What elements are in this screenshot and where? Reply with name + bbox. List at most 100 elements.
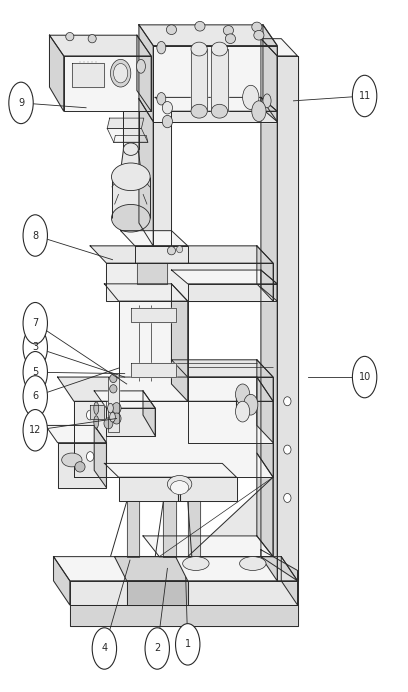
Circle shape — [175, 623, 200, 665]
Polygon shape — [277, 56, 297, 581]
Polygon shape — [72, 63, 104, 87]
Ellipse shape — [75, 462, 85, 472]
Polygon shape — [70, 581, 297, 605]
Polygon shape — [137, 35, 151, 111]
Polygon shape — [261, 39, 277, 581]
Polygon shape — [49, 35, 151, 56]
Ellipse shape — [166, 25, 177, 35]
Polygon shape — [109, 377, 119, 432]
Ellipse shape — [110, 412, 115, 422]
Polygon shape — [171, 270, 277, 284]
Ellipse shape — [211, 104, 228, 118]
Polygon shape — [257, 453, 273, 556]
Polygon shape — [153, 122, 171, 246]
Polygon shape — [49, 35, 64, 111]
Ellipse shape — [113, 64, 128, 83]
Ellipse shape — [183, 556, 209, 570]
Ellipse shape — [110, 385, 117, 393]
Polygon shape — [94, 391, 155, 408]
Polygon shape — [74, 401, 106, 477]
Polygon shape — [261, 98, 277, 122]
Polygon shape — [137, 263, 167, 284]
Polygon shape — [106, 408, 155, 436]
Circle shape — [353, 356, 377, 398]
Ellipse shape — [191, 104, 207, 118]
Polygon shape — [127, 502, 139, 556]
Polygon shape — [261, 270, 277, 301]
Polygon shape — [64, 56, 151, 111]
Polygon shape — [139, 99, 153, 246]
Text: 3: 3 — [32, 343, 38, 352]
Polygon shape — [45, 426, 106, 443]
Circle shape — [353, 75, 377, 117]
Ellipse shape — [167, 475, 192, 493]
Ellipse shape — [284, 445, 291, 454]
Ellipse shape — [157, 93, 166, 105]
Ellipse shape — [284, 493, 291, 502]
Polygon shape — [106, 263, 273, 301]
Text: 2: 2 — [154, 644, 160, 653]
Polygon shape — [131, 308, 175, 322]
Ellipse shape — [239, 556, 266, 570]
Ellipse shape — [110, 374, 117, 383]
Ellipse shape — [112, 413, 121, 424]
Text: 12: 12 — [29, 426, 42, 435]
Polygon shape — [135, 246, 188, 263]
Ellipse shape — [254, 30, 264, 40]
Ellipse shape — [252, 22, 262, 32]
Polygon shape — [104, 464, 237, 477]
Circle shape — [23, 410, 47, 451]
Ellipse shape — [162, 116, 173, 128]
Polygon shape — [281, 556, 297, 605]
Polygon shape — [263, 25, 277, 122]
Circle shape — [145, 628, 169, 669]
Circle shape — [23, 215, 47, 256]
Ellipse shape — [108, 403, 113, 413]
Polygon shape — [261, 39, 297, 56]
Polygon shape — [277, 56, 297, 581]
Polygon shape — [171, 284, 188, 401]
Polygon shape — [257, 360, 273, 443]
Ellipse shape — [244, 394, 258, 415]
Ellipse shape — [112, 403, 121, 414]
Polygon shape — [153, 46, 277, 122]
Ellipse shape — [171, 481, 189, 495]
Polygon shape — [257, 246, 273, 301]
Ellipse shape — [243, 85, 259, 109]
Ellipse shape — [211, 42, 228, 56]
Text: 9: 9 — [18, 98, 24, 108]
Text: 4: 4 — [101, 644, 107, 653]
Ellipse shape — [191, 42, 207, 56]
Ellipse shape — [235, 401, 250, 422]
Ellipse shape — [137, 60, 145, 73]
Polygon shape — [58, 377, 273, 401]
Polygon shape — [115, 556, 188, 581]
Polygon shape — [104, 284, 188, 301]
Polygon shape — [188, 377, 273, 443]
Ellipse shape — [157, 42, 166, 54]
Polygon shape — [94, 426, 106, 488]
Ellipse shape — [88, 35, 96, 43]
Ellipse shape — [177, 246, 183, 253]
Text: 8: 8 — [32, 230, 38, 241]
Polygon shape — [58, 443, 106, 488]
Polygon shape — [191, 49, 207, 111]
Polygon shape — [171, 111, 277, 122]
Polygon shape — [70, 605, 297, 626]
Polygon shape — [53, 556, 70, 605]
Polygon shape — [143, 391, 155, 436]
Polygon shape — [90, 246, 273, 263]
Polygon shape — [119, 301, 188, 401]
Polygon shape — [121, 230, 188, 246]
Ellipse shape — [104, 418, 113, 429]
Polygon shape — [114, 136, 148, 143]
Text: 11: 11 — [359, 91, 371, 101]
Ellipse shape — [86, 452, 94, 462]
Polygon shape — [74, 401, 273, 477]
Text: 7: 7 — [32, 318, 38, 328]
Circle shape — [23, 376, 47, 417]
Text: 5: 5 — [32, 367, 38, 377]
Ellipse shape — [195, 21, 205, 31]
Ellipse shape — [123, 143, 138, 156]
Ellipse shape — [111, 204, 150, 232]
